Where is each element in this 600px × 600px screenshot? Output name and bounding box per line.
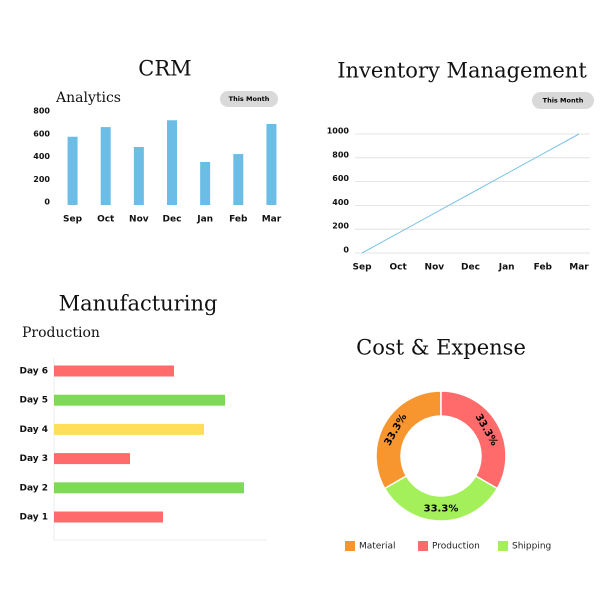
legend-label: Material <box>359 542 396 552</box>
y-tick-label: 200 <box>332 222 349 231</box>
legend-item: Shipping <box>498 541 551 552</box>
y-tick-label: 600 <box>332 174 349 183</box>
x-tick-label: Nov <box>425 263 445 273</box>
y-tick-label: 0 <box>343 246 349 255</box>
x-tick-label: Jan <box>498 263 515 273</box>
chart-subtitle: Analytics <box>55 90 121 106</box>
x-tick-label: Dec <box>163 215 182 225</box>
y-tick-label: Day 3 <box>19 454 48 464</box>
button-bg <box>532 92 594 109</box>
x-tick-label: Feb <box>534 263 553 273</box>
button-label: This Month <box>229 95 270 103</box>
legend-swatch <box>345 541 355 551</box>
legend-swatch <box>498 541 508 551</box>
x-tick-label: Dec <box>461 263 480 273</box>
button-label: This Month <box>543 97 584 105</box>
bar <box>233 154 244 205</box>
chart-title: Cost & Expense <box>356 336 526 360</box>
y-tick-label: 400 <box>33 152 50 161</box>
x-tick-label: Nov <box>129 215 149 225</box>
chart-title: Manufacturing <box>59 292 218 316</box>
bar <box>266 124 277 205</box>
donut-slice <box>375 390 442 490</box>
y-tick-label: 1000 <box>327 127 350 136</box>
bar <box>100 127 111 205</box>
chart-title: Inventory Management <box>337 59 587 83</box>
bar <box>200 162 211 205</box>
donut-slice <box>383 474 499 522</box>
y-tick-label: Day 6 <box>19 367 48 377</box>
bar <box>54 511 163 523</box>
chart-title: CRM <box>138 57 191 81</box>
x-tick-label: Jan <box>196 215 213 225</box>
legend-label: Production <box>432 542 480 552</box>
bar <box>54 365 174 377</box>
y-tick-label: Day 5 <box>19 396 48 406</box>
y-tick-label: 800 <box>332 150 349 159</box>
legend-item: Production <box>418 541 480 552</box>
x-tick-label: Sep <box>63 215 83 225</box>
bar <box>54 394 225 406</box>
bar <box>54 453 130 465</box>
bar <box>167 120 177 205</box>
y-tick-label: 800 <box>33 107 50 116</box>
y-tick-label: 400 <box>332 198 349 207</box>
chart-subtitle: Production <box>22 325 100 341</box>
x-tick-label: Feb <box>229 215 248 225</box>
y-tick-label: 0 <box>44 198 50 207</box>
bar <box>54 482 244 494</box>
x-tick-label: Mar <box>262 215 282 225</box>
legend-swatch <box>418 541 428 551</box>
x-tick-label: Sep <box>352 263 372 273</box>
y-tick-label: 600 <box>33 129 50 138</box>
bar <box>133 146 144 205</box>
bar <box>54 423 204 435</box>
period-button[interactable]: This Month <box>220 91 278 107</box>
x-tick-label: Oct <box>97 215 115 225</box>
legend-label: Shipping <box>512 542 551 552</box>
line <box>361 133 580 254</box>
legend-item: Material <box>345 541 396 552</box>
donut-slice <box>440 390 507 490</box>
y-tick-label: Day 4 <box>19 425 48 435</box>
x-tick-label: Mar <box>569 263 589 273</box>
x-tick-label: Oct <box>390 263 408 273</box>
y-tick-label: 200 <box>33 175 50 184</box>
button-bg <box>220 91 278 107</box>
y-tick-label: Day 2 <box>19 483 48 493</box>
bar <box>67 136 78 205</box>
y-tick-label: Day 1 <box>19 513 48 523</box>
data-label: 33.3% <box>424 504 459 515</box>
period-button[interactable]: This Month <box>532 92 594 109</box>
